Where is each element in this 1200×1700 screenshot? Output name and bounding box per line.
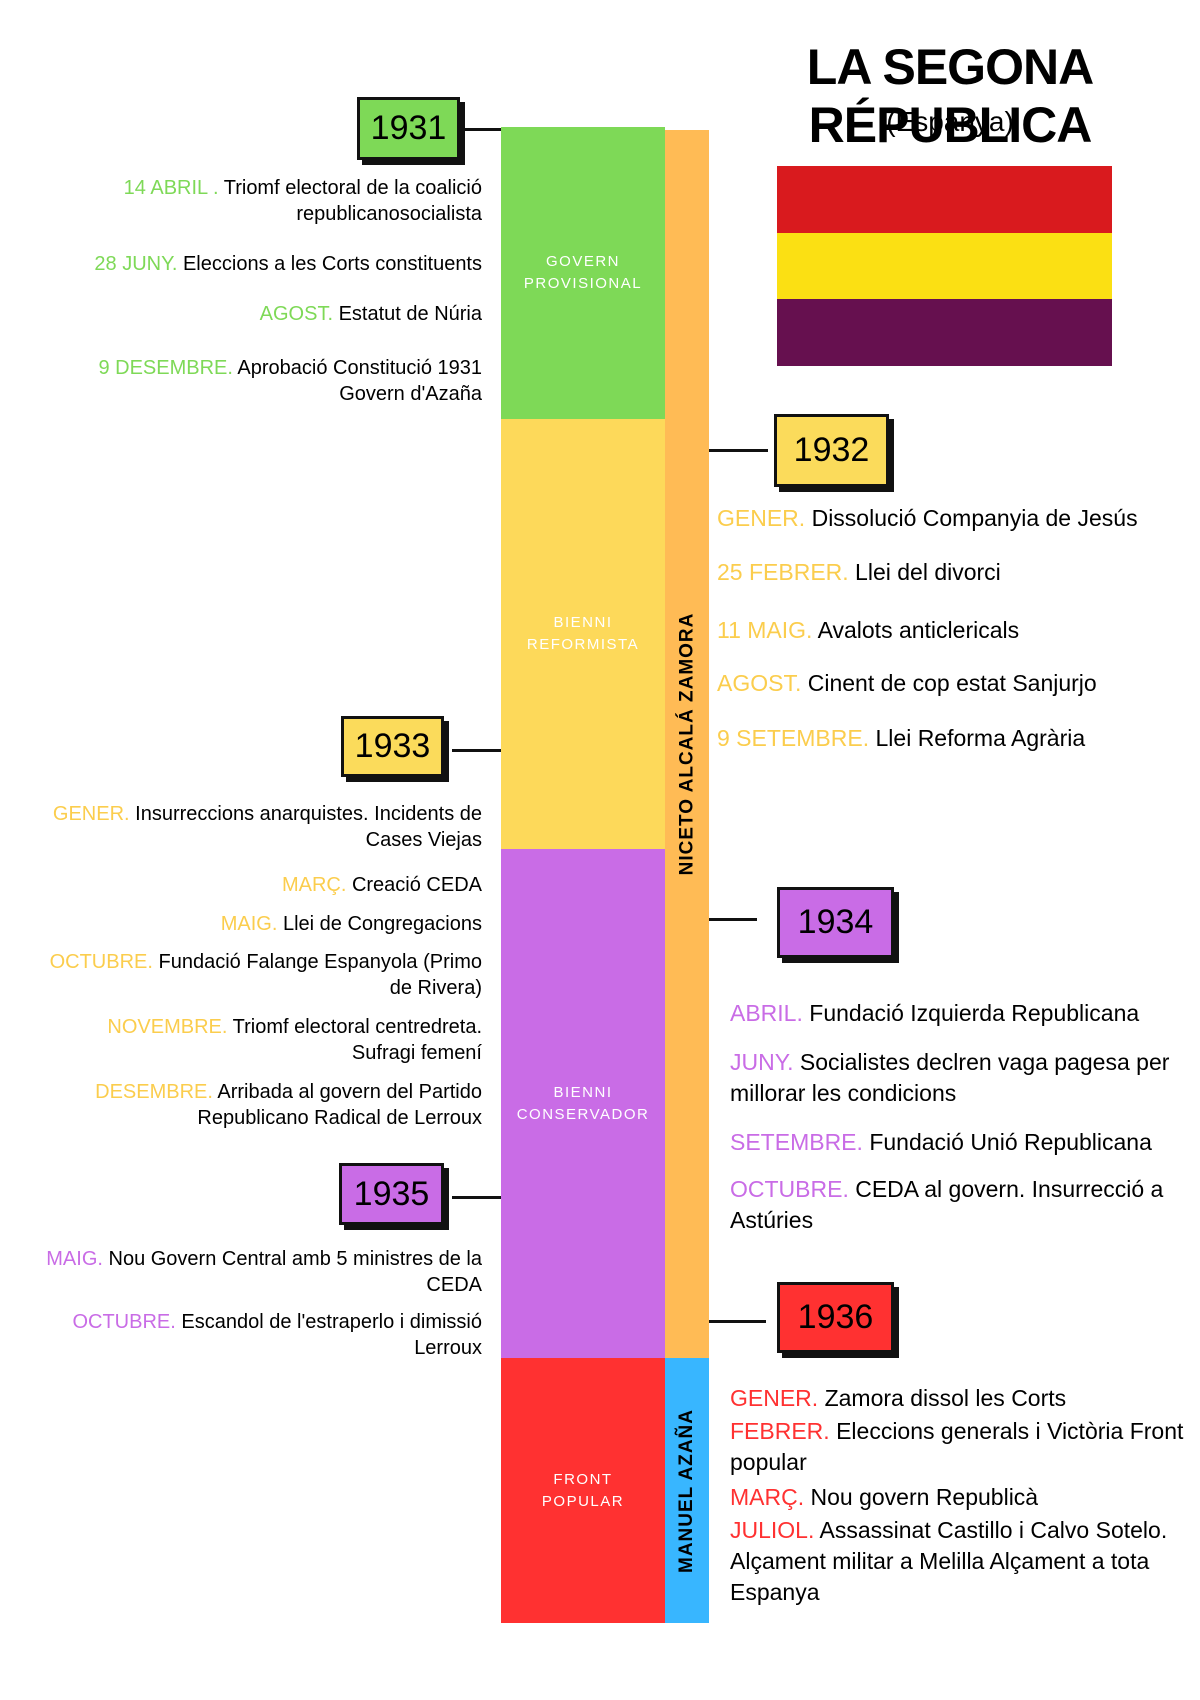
event: JULIOL. Assassinat Castillo i Calvo Sote… [730,1515,1190,1608]
event: NOVEMBRE. Triomf electoral centredreta. … [42,1014,482,1066]
event-text: Fundació Unió Republicana [869,1129,1152,1155]
period-block: BIENNI CONSERVADOR [501,849,665,1358]
event-text: Estatut de Núria [338,303,482,325]
event-date: 14 ABRIL . [123,177,219,199]
event: MARÇ. Nou govern Republicà [730,1482,1190,1513]
connector-line [452,749,501,752]
event-date: OCTUBRE. [49,951,153,973]
flag [777,166,1112,366]
event-text: Llei del divorci [855,559,1001,585]
event-date: ABRIL. [730,1000,803,1026]
period-block: FRONT POPULAR [501,1358,665,1623]
event-date: FEBRER. [730,1418,830,1444]
event-text: Insurreccions anarquistes. Incidents de … [135,803,482,851]
event-text: Aprobació Constitució 1931 Govern d'Azañ… [237,357,482,405]
event-text: Fundació Falange Espanyola (Primo de Riv… [158,951,482,999]
event: FEBRER. Eleccions generals i Victòria Fr… [730,1416,1190,1478]
event: OCTUBRE. CEDA al govern. Insurrecció a A… [730,1174,1190,1236]
president-bar: NICETO ALCALÁ ZAMORA [665,130,709,1358]
event-date: 9 SETEMBRE. [717,725,870,751]
event-date: AGOST. [717,670,802,696]
connector-line [709,1320,766,1323]
event-text: Avalots anticlericals [817,617,1020,643]
event-date: 11 MAIG. [717,617,813,643]
president-name: MANUEL AZAÑA [676,1408,697,1573]
event-text: Llei Reforma Agrària [875,725,1086,751]
event-text: Eleccions generals i Victòria Front popu… [730,1418,1184,1475]
president-bar: MANUEL AZAÑA [665,1358,709,1623]
event: OCTUBRE. Escandol de l'estraperlo i dimi… [42,1309,482,1361]
period-block: GOVERN PROVISIONAL [501,127,665,419]
event-date: MAIG. [220,913,278,935]
event: 25 FEBRER. Llei del divorci [717,557,1177,588]
event: 9 SETEMBRE. Llei Reforma Agrària [717,723,1177,754]
event-date: 9 DESEMBRE. [98,357,233,379]
event: 14 ABRIL . Triomf electoral de la coalic… [42,175,482,227]
event: GENER. Zamora dissol les Corts [730,1383,1190,1414]
year-box: 1932 [774,414,889,487]
connector-line [460,128,501,131]
event-date: SETEMBRE. [730,1129,863,1155]
event-text: Assassinat Castillo i Calvo Sotelo. Alça… [730,1517,1168,1605]
event: MAIG. Llei de Congregacions [42,911,482,937]
event: JUNY. Socialistes declren vaga pagesa pe… [730,1047,1190,1109]
event-text: Triomf electoral de la coalició republic… [223,177,482,225]
event-text: Cinent de cop estat Sanjurjo [807,670,1097,696]
event-text: Arribada al govern del Partido Republica… [197,1081,482,1129]
event: AGOST. Estatut de Núria [42,301,482,327]
event: 28 JUNY. Eleccions a les Corts constitue… [42,251,482,277]
event-date: MAIG. [46,1248,103,1270]
event-date: 25 FEBRER. [717,559,849,585]
event-date: AGOST. [259,303,334,325]
event-date: JUNY. [730,1049,794,1075]
event: GENER. Dissolució Companyia de Jesús [717,503,1177,534]
event-text: Nou Govern Central amb 5 ministres de la… [108,1248,483,1296]
connector-line [709,449,768,452]
event-text: Llei de Congregacions [282,913,482,935]
year-box: 1935 [339,1163,444,1225]
period-block: BIENNI REFORMISTA [501,419,665,849]
connector-line [452,1196,501,1199]
event-date: OCTUBRE. [730,1176,849,1202]
event-date: MARÇ. [730,1484,805,1510]
event: OCTUBRE. Fundació Falange Espanyola (Pri… [42,949,482,1001]
event: AGOST. Cinent de cop estat Sanjurjo [717,668,1177,699]
event-text: Socialistes declren vaga pagesa per mill… [730,1049,1170,1106]
event-date: 28 JUNY. [94,253,178,275]
subtitle: (Espanya) [886,106,1014,137]
year-box: 1934 [777,887,894,958]
event-text: Creació CEDA [351,874,482,896]
event-text: Dissolució Companyia de Jesús [811,505,1138,531]
event-date: GENER. [717,505,806,531]
event-text: CEDA al govern. Insurrecció a Astúries [730,1176,1164,1233]
president-name: NICETO ALCALÁ ZAMORA [676,612,698,876]
year-box: 1936 [777,1282,894,1353]
event: ABRIL. Fundació Izquierda Republicana [730,998,1190,1029]
event-date: NOVEMBRE. [107,1016,228,1038]
connector-line [709,918,757,921]
event-text: Escandol de l'estraperlo i dimissió Lerr… [181,1311,482,1359]
event-text: Triomf electoral centredreta. Sufragi fe… [232,1016,482,1064]
event: 11 MAIG. Avalots anticlericals [717,615,1177,646]
event-date: MARÇ. [281,874,347,896]
event-date: DESEMBRE. [95,1081,213,1103]
event: DESEMBRE. Arribada al govern del Partido… [42,1079,482,1131]
event-text: Nou govern Republicà [810,1484,1039,1510]
event-text: Eleccions a les Corts constituents [182,253,482,275]
year-box: 1931 [357,97,460,160]
event-text: Fundació Izquierda Republicana [809,1000,1140,1026]
event-text: Zamora dissol les Corts [824,1385,1067,1411]
event: MARÇ. Creació CEDA [42,872,482,898]
event: GENER. Insurreccions anarquistes. Incide… [42,801,482,853]
event: 9 DESEMBRE. Aprobació Constitució 1931 G… [42,355,482,407]
event-date: OCTUBRE. [72,1311,176,1333]
year-box: 1933 [341,716,444,777]
event-date: GENER. [52,803,130,825]
event: MAIG. Nou Govern Central amb 5 ministres… [42,1246,482,1298]
event-date: JULIOL. [730,1517,815,1543]
event-date: GENER. [730,1385,819,1411]
event: SETEMBRE. Fundació Unió Republicana [730,1127,1190,1158]
title: LA SEGONA RÉPUBLICA [806,39,1094,153]
